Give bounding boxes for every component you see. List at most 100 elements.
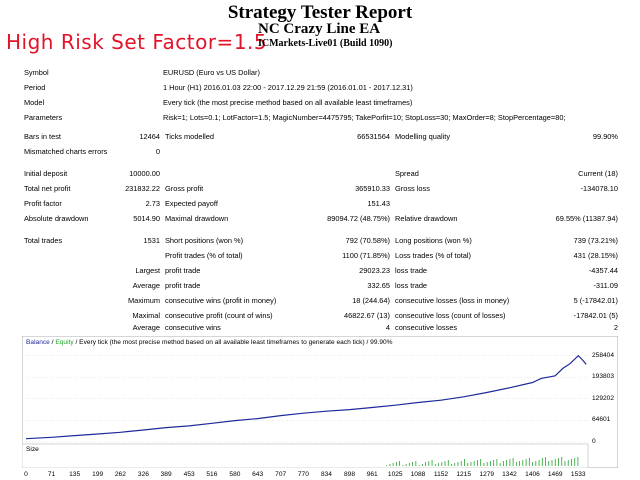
size-bar (480, 459, 482, 466)
mismatch-label: Mismatched charts errors (24, 147, 108, 156)
size-bar (502, 461, 504, 466)
largest-pt-value: 29023.23 (359, 266, 390, 275)
y-tick-label: 193803 (592, 373, 615, 381)
size-label: Size (26, 446, 39, 453)
avg-cl-value: 2 (613, 323, 618, 332)
size-bar (567, 460, 569, 466)
size-bar (515, 462, 517, 466)
ltrades-label: Loss trades (% of total) (395, 251, 471, 260)
size-bar (490, 461, 491, 466)
mxl-cp-label: consecutive profit (count of wins) (165, 311, 273, 320)
symbol-label: Symbol (24, 68, 49, 77)
x-tick-label: 1215 (456, 471, 472, 478)
size-bar (405, 464, 407, 466)
size-bar (441, 462, 443, 466)
size-bar (386, 465, 388, 466)
size-bar (561, 457, 563, 466)
size-bar (496, 459, 498, 466)
pf-value: 2.73 (145, 199, 160, 208)
maximal-label: Maximal (132, 311, 160, 320)
size-bar (434, 464, 436, 466)
absdd-label: Absolute drawdown (24, 214, 89, 223)
size-bar (457, 462, 459, 466)
size-bar (477, 460, 478, 466)
size-bar (467, 463, 469, 466)
netprofit-label: Total net profit (24, 184, 71, 193)
x-tick-label: 643 (252, 471, 264, 478)
mismatch-value: 0 (155, 147, 160, 156)
ticks-value: 66531564 (357, 132, 390, 141)
y-tick-label: 258404 (592, 351, 615, 359)
caption-balance: Balance (26, 339, 50, 346)
server-build: ICMarkets-Live01 (Build 1090) (258, 38, 393, 49)
spread-label: Spread (395, 169, 419, 178)
ticks-label: Ticks modelled (165, 132, 215, 141)
size-bar (408, 463, 410, 466)
size-bar (486, 462, 488, 466)
size-bar (389, 464, 391, 466)
short-value: 792 (70.58%) (345, 236, 390, 245)
size-bar (545, 457, 546, 466)
largest-pt-label: profit trade (165, 266, 201, 275)
size-bar (399, 461, 401, 466)
params-value: Risk=1; Lots=0.1; LotFactor=1.5; MagicNu… (163, 113, 566, 122)
x-tick-label: 1342 (502, 471, 517, 478)
symbol-value: EURUSD (Euro vs US Dollar) (163, 68, 260, 77)
avg-cl-label: consecutive losses (395, 323, 458, 332)
reldd-value: 69.55% (11387.94) (555, 214, 618, 223)
size-bar (577, 457, 579, 466)
size-bar (554, 459, 556, 466)
average-pt-label: profit trade (165, 281, 201, 290)
x-tick-label: 199 (92, 471, 104, 478)
ea-name: NC Crazy Line EA (258, 21, 381, 37)
x-tick-label: 262 (114, 471, 126, 478)
report-title: Strategy Tester Report (227, 2, 413, 23)
x-tick-label: 516 (206, 471, 218, 478)
grossprofit-value: 365910.33 (355, 184, 390, 193)
size-bar (460, 461, 462, 466)
size-bar (493, 460, 495, 466)
grossloss-value: -134078.10 (580, 184, 618, 193)
grossloss-label: Gross loss (395, 184, 430, 193)
x-tick-label: 1152 (433, 471, 449, 478)
x-tick-label: 389 (160, 471, 172, 478)
size-bar (506, 460, 508, 466)
size-bar (499, 463, 501, 466)
y-tick-label: 0 (592, 438, 596, 445)
size-bar (564, 461, 566, 466)
maxdd-label: Maximal drawdown (165, 214, 229, 223)
size-bar (402, 465, 404, 466)
absdd-value: 5014.90 (133, 214, 160, 223)
chart-caption: Balance / Equity / Every tick (the most … (26, 339, 393, 346)
deposit-label: Initial deposit (24, 169, 68, 178)
model-value: Every tick (the most precise method base… (163, 98, 413, 107)
avg-cw-label: consecutive wins (165, 323, 221, 332)
x-tick-label: 834 (320, 471, 332, 478)
quality-value: 99.90% (592, 132, 618, 141)
size-bar (535, 461, 537, 466)
size-bar (431, 460, 433, 466)
size-bar (574, 458, 576, 466)
mxl-cp-value: 46822.67 (13) (343, 311, 390, 320)
model-label: Model (24, 98, 45, 107)
x-tick-label: 326 (137, 471, 149, 478)
mxl-cl-label: consecutive loss (count of losses) (395, 311, 506, 320)
largest-label: Largest (135, 266, 160, 275)
size-bar (447, 460, 449, 466)
spread-value: Current (18) (578, 169, 618, 178)
x-tick-label: 0 (24, 471, 28, 478)
size-bar (538, 460, 540, 466)
caption-sep: / (49, 339, 56, 346)
netprofit-value: 231832.22 (125, 184, 160, 193)
avg-cw-value: 4 (385, 323, 390, 332)
y-tick-label: 129202 (592, 394, 615, 402)
size-bar (473, 461, 475, 466)
average-lt-label: loss trade (395, 281, 428, 290)
size-bar (415, 461, 417, 466)
pf-label: Profit factor (24, 199, 62, 208)
x-tick-label: 1469 (547, 471, 563, 478)
size-bar (571, 459, 572, 466)
size-bar (528, 458, 530, 466)
ptrades-value: 1100 (71.85%) (342, 251, 390, 260)
bars-label: Bars in test (24, 132, 61, 141)
